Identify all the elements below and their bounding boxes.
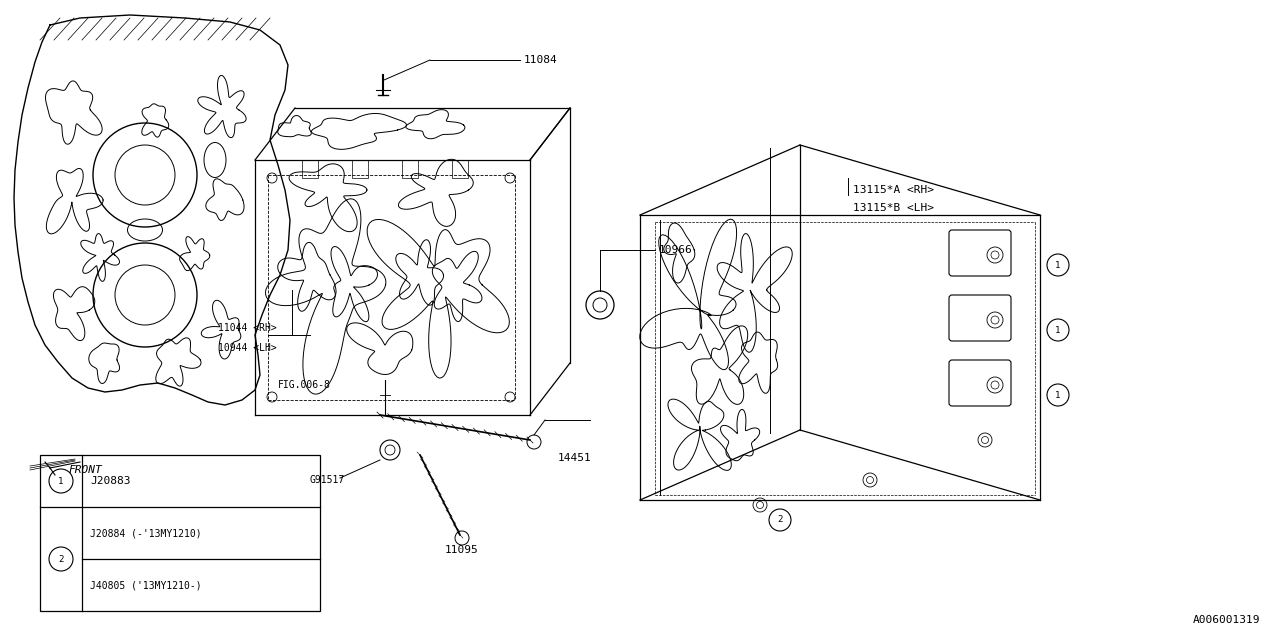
Text: J20884 (-'13MY1210): J20884 (-'13MY1210) (90, 528, 202, 538)
Text: 1: 1 (1055, 390, 1061, 399)
Text: 11044 <RH>: 11044 <RH> (218, 323, 276, 333)
Text: 10966: 10966 (659, 245, 692, 255)
Text: 1: 1 (1055, 326, 1061, 335)
Text: 14451: 14451 (558, 453, 591, 463)
Bar (352, 160, 369, 178)
Text: 2: 2 (59, 554, 64, 563)
Text: 11095: 11095 (445, 545, 479, 555)
Text: J20883: J20883 (90, 476, 131, 486)
Bar (452, 160, 468, 178)
Text: 10944 <LH>: 10944 <LH> (218, 343, 276, 353)
Text: FRONT: FRONT (68, 465, 102, 475)
Text: A006001319: A006001319 (1193, 615, 1260, 625)
Text: G91517: G91517 (310, 475, 346, 485)
Bar (402, 160, 419, 178)
Text: 1: 1 (1055, 260, 1061, 269)
Text: 13115*A <RH>: 13115*A <RH> (852, 185, 934, 195)
Text: J40805 ('13MY1210-): J40805 ('13MY1210-) (90, 580, 202, 590)
Text: 2: 2 (777, 515, 782, 525)
Text: 13115*B <LH>: 13115*B <LH> (852, 203, 934, 213)
Text: 11084: 11084 (524, 55, 558, 65)
Bar (302, 160, 317, 178)
Text: 1: 1 (59, 477, 64, 486)
Bar (40, 455, 320, 611)
Text: FIG.006-8: FIG.006-8 (278, 380, 330, 390)
